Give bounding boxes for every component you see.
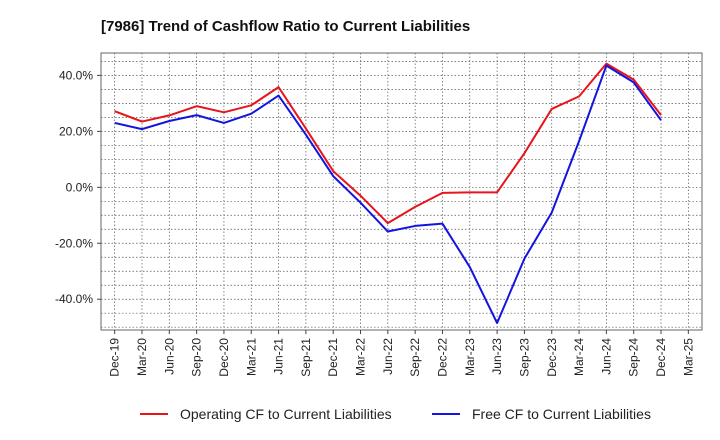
chart-title: [7986] Trend of Cashflow Ratio to Curren… xyxy=(101,18,470,35)
x-tick-label: Dec-19 xyxy=(108,338,122,377)
x-tick-label: Sep-23 xyxy=(517,338,531,377)
legend-label: Operating CF to Current Liabilities xyxy=(180,406,392,422)
x-tick-label: Mar-21 xyxy=(244,338,258,376)
x-tick-label: Dec-24 xyxy=(654,338,668,377)
plot-frame xyxy=(100,52,703,331)
y-tick-label: -40.0% xyxy=(55,292,93,306)
x-axis: Dec-19 Mar-20 Jun-20 Sep-20 Dec-20 Mar-21 Jun-… xyxy=(108,330,695,377)
x-tick-label: Jun-22 xyxy=(381,338,395,375)
x-tick-label: Mar-20 xyxy=(135,338,149,376)
y-axis: 40.0% 20.0% 0.0% -20.0% -40.0% xyxy=(55,68,101,306)
series-line xyxy=(114,64,662,325)
y-tick-label: -20.0% xyxy=(55,236,93,250)
x-tick-label: Dec-20 xyxy=(217,338,231,377)
x-tick-label: Dec-22 xyxy=(435,338,449,377)
x-tick-label: Mar-23 xyxy=(463,338,477,376)
legend: Operating CF to Current Liabilities Free … xyxy=(140,406,651,422)
x-tick-label: Mar-25 xyxy=(681,338,695,376)
y-tick-label: 40.0% xyxy=(59,68,93,82)
series-line xyxy=(114,62,662,225)
x-tick-label: Jun-24 xyxy=(599,338,613,375)
x-tick-label: Jun-23 xyxy=(490,338,504,375)
x-tick-label: Sep-22 xyxy=(408,338,422,377)
x-tick-label: Jun-20 xyxy=(162,338,176,375)
series-lines xyxy=(114,62,662,325)
y-tick-label: 20.0% xyxy=(59,124,93,138)
y-tick-label: 0.0% xyxy=(66,180,94,194)
x-tick-label: Dec-21 xyxy=(326,338,340,377)
x-tick-label: Mar-24 xyxy=(572,338,586,376)
x-tick-label: Sep-21 xyxy=(299,338,313,377)
x-tick-label: Dec-23 xyxy=(545,338,559,377)
x-tick-label: Mar-22 xyxy=(354,338,368,376)
x-tick-label: Jun-21 xyxy=(272,338,286,375)
x-tick-label: Sep-20 xyxy=(190,338,204,377)
grid xyxy=(101,53,702,330)
x-tick-label: Sep-24 xyxy=(627,338,641,377)
legend-label: Free CF to Current Liabilities xyxy=(472,406,651,422)
